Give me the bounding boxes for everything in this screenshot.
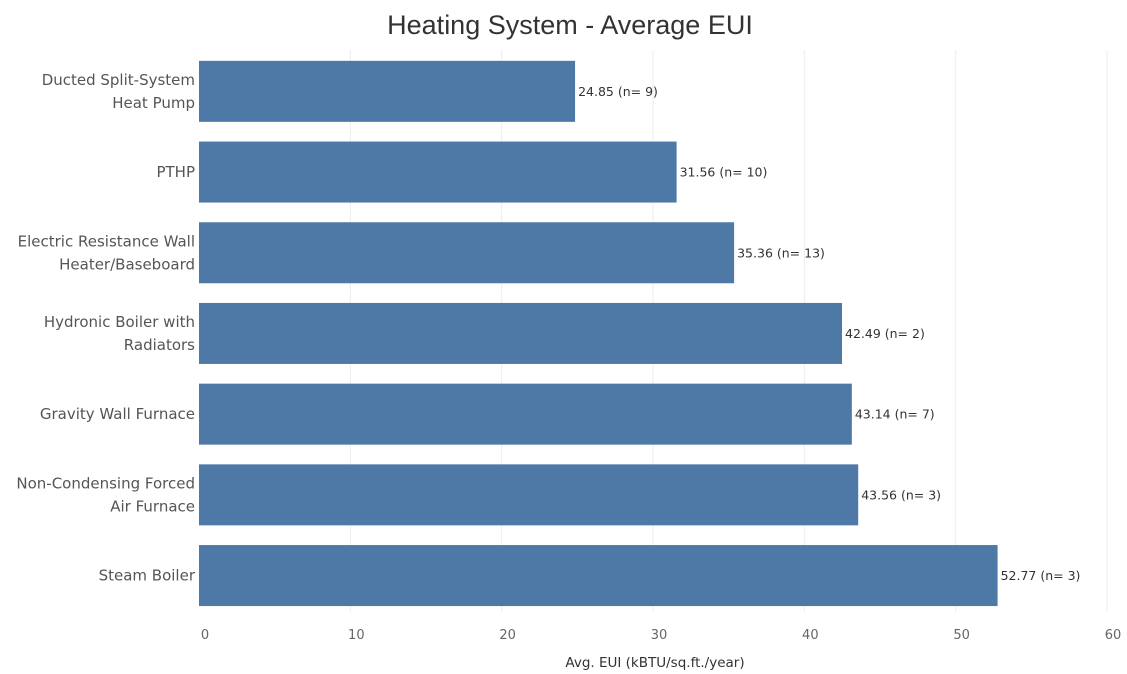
x-axis-title: Avg. EUI (kBTU/sq.ft./year) <box>565 655 744 671</box>
category-label-3-line-0: Hydronic Boiler with <box>44 313 195 331</box>
category-label-5-line-1: Air Furnace <box>110 497 195 515</box>
category-label-2-line-0: Electric Resistance Wall <box>18 232 195 250</box>
data-labels: 24.85 (n= 9) 31.56 (n= 10) 35.36 (n= 13) 42… <box>578 84 1080 583</box>
bars-group <box>199 60 998 607</box>
x-tick-label-6: 60 <box>1105 628 1122 643</box>
data-label-2: 35.36 (n= 13) <box>737 245 825 260</box>
bar-3 <box>199 302 843 364</box>
x-tick-label-4: 40 <box>802 628 819 643</box>
category-label-5-line-0: Non-Condensing Forced <box>16 474 195 492</box>
data-label-6: 52.77 (n= 3) <box>1001 568 1081 583</box>
bar-1 <box>199 141 677 203</box>
x-tick-label-0: 0 <box>201 628 209 643</box>
data-label-1: 31.56 (n= 10) <box>680 165 768 180</box>
category-label-6-line-0: Steam Boiler <box>99 567 196 585</box>
data-label-4: 43.14 (n= 7) <box>855 407 935 422</box>
bar-5 <box>199 464 859 526</box>
data-label-5: 43.56 (n= 3) <box>861 487 941 502</box>
category-label-4-line-0: Gravity Wall Furnace <box>40 405 195 423</box>
bar-0 <box>199 60 576 122</box>
bar-4 <box>199 383 852 445</box>
category-labels: Ducted Split-System Heat Pump PTHP Electric… <box>16 71 195 585</box>
x-tick-label-1: 10 <box>348 628 365 643</box>
category-label-2-line-1: Heater/Baseboard <box>59 255 195 273</box>
bar-6 <box>199 545 998 607</box>
category-label-0-line-0: Ducted Split-System <box>42 71 195 89</box>
x-tick-label-3: 30 <box>651 628 668 643</box>
bar-2 <box>199 222 735 284</box>
x-axis-ticks: 0 10 20 30 40 50 60 <box>201 628 1121 643</box>
data-label-3: 42.49 (n= 2) <box>845 326 925 341</box>
x-tick-label-2: 20 <box>499 628 516 643</box>
category-label-1-line-0: PTHP <box>156 163 195 181</box>
x-tick-label-5: 50 <box>953 628 970 643</box>
category-label-0-line-1: Heat Pump <box>112 94 195 112</box>
category-label-3-line-1: Radiators <box>124 336 195 354</box>
chart-title: Heating System - Average EUI <box>387 10 753 40</box>
data-label-0: 24.85 (n= 9) <box>578 84 658 99</box>
